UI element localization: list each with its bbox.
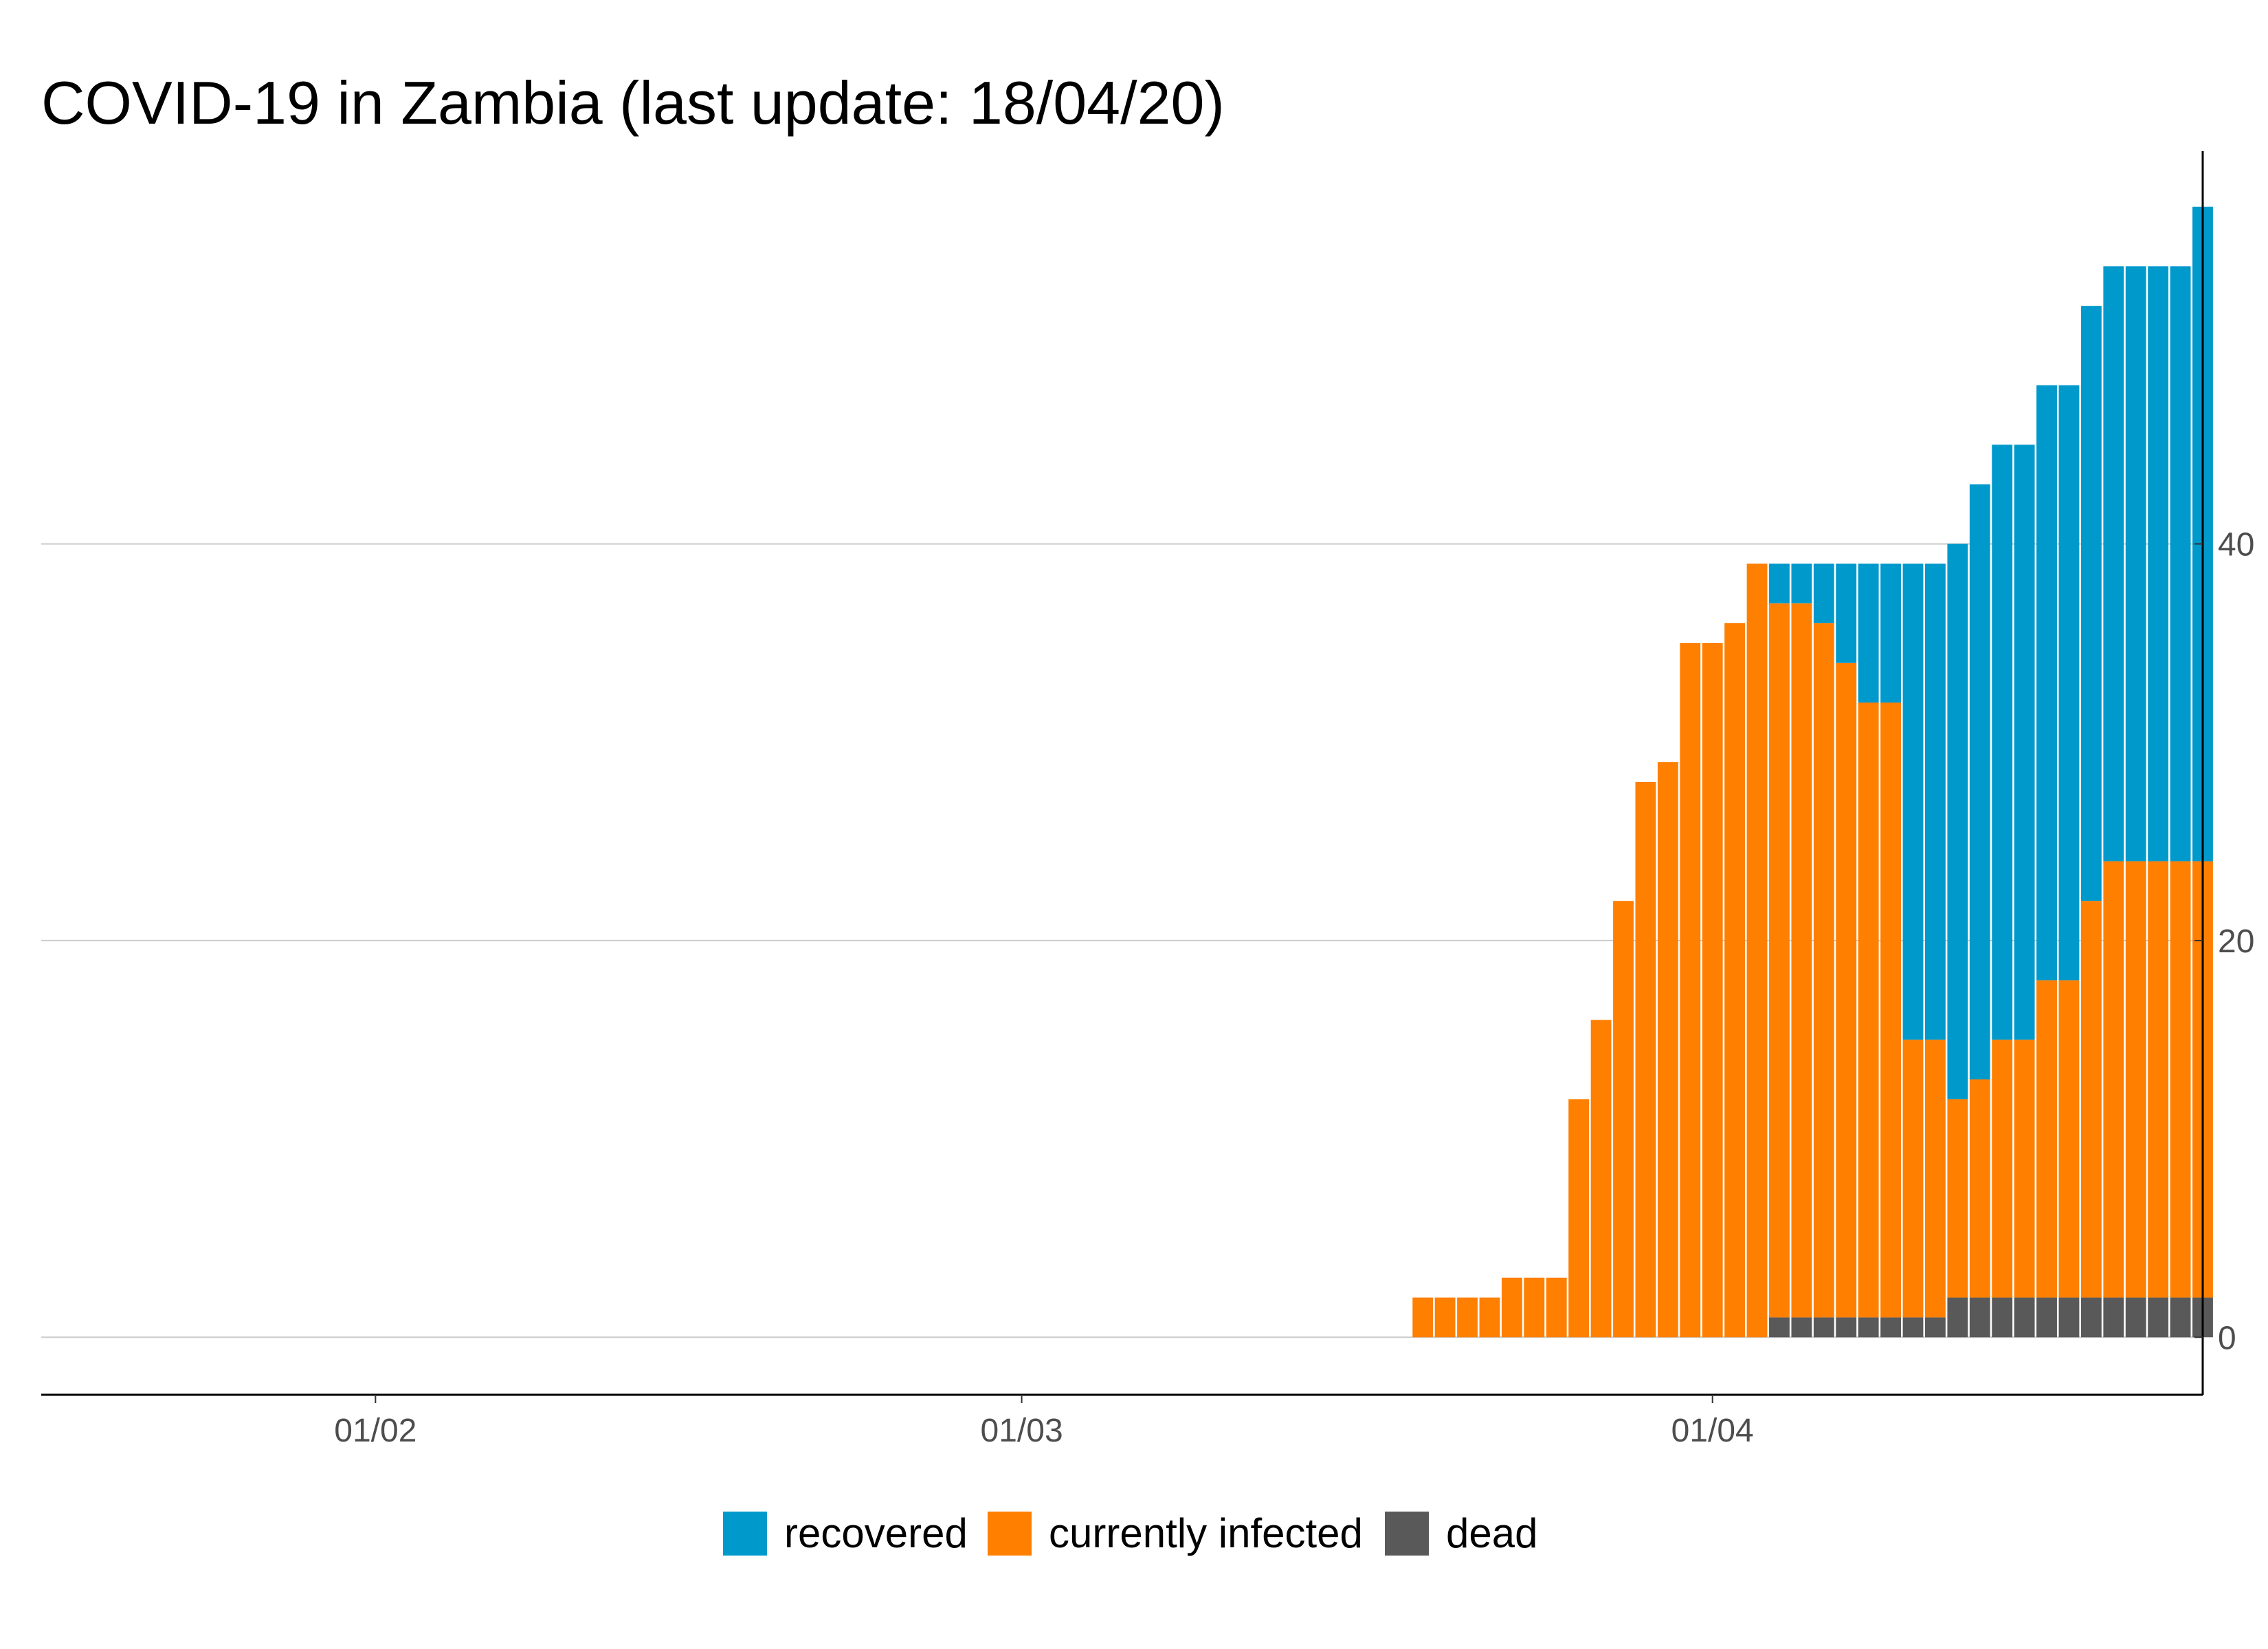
bar-segment xyxy=(2058,1297,2080,1338)
legend-label: recovered xyxy=(784,1510,968,1556)
bar-segment xyxy=(1791,603,1812,1318)
x-tick-label: 01/03 xyxy=(981,1413,1063,1449)
bar-segment xyxy=(1880,563,1901,703)
bar-segment xyxy=(1858,1317,1879,1338)
bar-segment xyxy=(1412,1297,1434,1338)
bar-segment xyxy=(1680,642,1701,1338)
bar-segment xyxy=(1880,702,1901,1318)
bar-segment xyxy=(1836,563,1857,663)
bar-segment xyxy=(1925,1040,1946,1318)
bar-segment xyxy=(2103,1297,2124,1338)
bar-segment xyxy=(2125,266,2146,862)
bar-segment xyxy=(1992,1297,2013,1338)
legend-label: currently infected xyxy=(1049,1510,1363,1556)
bar-segment xyxy=(1501,1277,1522,1338)
bar-segment xyxy=(1524,1277,1545,1338)
bar-segment xyxy=(2125,861,2146,1298)
bar-segment xyxy=(2103,861,2124,1298)
bar-segment xyxy=(1479,1297,1500,1338)
bar-segment xyxy=(1457,1297,1478,1338)
bar-segment xyxy=(1813,623,1834,1318)
bar-segment xyxy=(1858,563,1879,703)
bar-segment xyxy=(2014,1297,2035,1338)
x-tick-label: 01/02 xyxy=(334,1413,416,1449)
bar-segment xyxy=(1969,1297,1990,1338)
legend-key xyxy=(723,1512,767,1556)
bar-segment xyxy=(1813,1317,1834,1338)
bar-segment xyxy=(1434,1297,1456,1338)
bar-segment xyxy=(1568,1099,1590,1338)
y-tick-label: 20 xyxy=(2218,923,2254,960)
bar-segment xyxy=(1769,603,1790,1318)
bar-segment xyxy=(1947,1297,1968,1338)
bar-segment xyxy=(1925,563,1946,1040)
bar-segment xyxy=(2170,266,2191,862)
legend: recovered currently infected dead xyxy=(723,1510,1537,1556)
bar-segment xyxy=(1992,445,2013,1040)
bar-segment xyxy=(1791,1317,1812,1338)
bar-segment xyxy=(2148,1297,2169,1338)
bar-segment xyxy=(1769,1317,1790,1338)
bar-segment xyxy=(1546,1277,1567,1338)
bar-segment xyxy=(1880,1317,1901,1338)
bar-segment xyxy=(1813,563,1834,624)
bar-segment xyxy=(1702,642,1723,1338)
bar-segment xyxy=(1992,1040,2013,1298)
bar-segment xyxy=(1947,543,1968,1099)
bar-segment xyxy=(1657,762,1678,1338)
bar-segment xyxy=(1947,1099,1968,1298)
bar-segment xyxy=(2036,1297,2057,1338)
bar-segment xyxy=(2058,980,2080,1298)
bar-segment xyxy=(1925,1317,1946,1338)
bar-segment xyxy=(2170,861,2191,1298)
bar-segment xyxy=(2036,980,2057,1298)
axes: 0 20 40 01/02 01/03 01/04 xyxy=(41,151,2254,1449)
bar-segment xyxy=(1746,563,1768,1338)
bar-segment xyxy=(1836,662,1857,1318)
bar-segment xyxy=(2036,385,2057,980)
bar-segment xyxy=(1769,563,1790,604)
bar-segment xyxy=(2014,445,2035,1040)
legend-key xyxy=(988,1512,1032,1556)
bars xyxy=(1412,206,2213,1338)
y-tick-label: 40 xyxy=(2218,527,2254,563)
bar-segment xyxy=(2148,266,2169,862)
bar-segment xyxy=(2080,901,2102,1298)
legend-key xyxy=(1385,1512,1429,1556)
bar-segment xyxy=(2148,861,2169,1298)
y-tick-label: 0 xyxy=(2218,1320,2236,1356)
bar-segment xyxy=(1902,563,1924,1040)
bar-segment xyxy=(1590,1020,1612,1338)
bar-segment xyxy=(1902,1040,1924,1318)
bar-segment xyxy=(2080,306,2102,901)
bar-segment xyxy=(1969,484,1990,1080)
bar-segment xyxy=(1836,1317,1857,1338)
bar-segment xyxy=(2058,385,2080,980)
x-tick-label: 01/04 xyxy=(1671,1413,1754,1449)
bar-segment xyxy=(1724,623,1746,1338)
bar-segment xyxy=(2170,1297,2191,1338)
chart-title: COVID-19 in Zambia (last update: 18/04/2… xyxy=(41,69,1225,137)
bar-segment xyxy=(2125,1297,2146,1338)
bar-segment xyxy=(2014,1040,2035,1298)
bar-segment xyxy=(1791,563,1812,604)
bar-segment xyxy=(1969,1079,1990,1298)
bar-segment xyxy=(1902,1317,1924,1338)
bar-segment xyxy=(2103,266,2124,862)
bar-segment xyxy=(2080,1297,2102,1338)
legend-label: dead xyxy=(1446,1510,1537,1556)
bar-segment xyxy=(1613,901,1634,1338)
bar-segment xyxy=(1858,702,1879,1318)
bar-segment xyxy=(1635,781,1656,1338)
